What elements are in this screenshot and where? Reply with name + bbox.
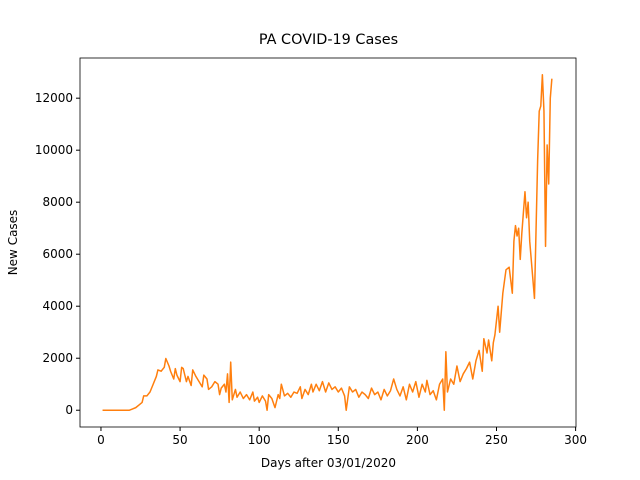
x-tick-label: 200 xyxy=(406,433,429,447)
x-tick-label: 100 xyxy=(248,433,271,447)
y-tick-label: 10000 xyxy=(35,143,73,157)
x-axis-label: Days after 03/01/2020 xyxy=(261,456,396,470)
plot-frame xyxy=(79,57,577,428)
x-tick-label: 300 xyxy=(564,433,587,447)
data-line xyxy=(102,74,553,411)
x-tick-label: 250 xyxy=(485,433,508,447)
x-tick-label: 150 xyxy=(327,433,350,447)
x-tick-label: 0 xyxy=(97,433,105,447)
y-tick-label: 8000 xyxy=(42,195,73,209)
y-tick-label: 12000 xyxy=(35,91,73,105)
chart-title: PA COVID-19 Cases xyxy=(259,32,398,48)
y-tick-label: 0 xyxy=(65,403,73,417)
y-tick-label: 4000 xyxy=(42,299,73,313)
y-axis-label: New Cases xyxy=(6,210,20,276)
y-tick-label: 6000 xyxy=(42,247,73,261)
y-tick-label: 2000 xyxy=(42,351,73,365)
x-tick-label: 50 xyxy=(172,433,187,447)
